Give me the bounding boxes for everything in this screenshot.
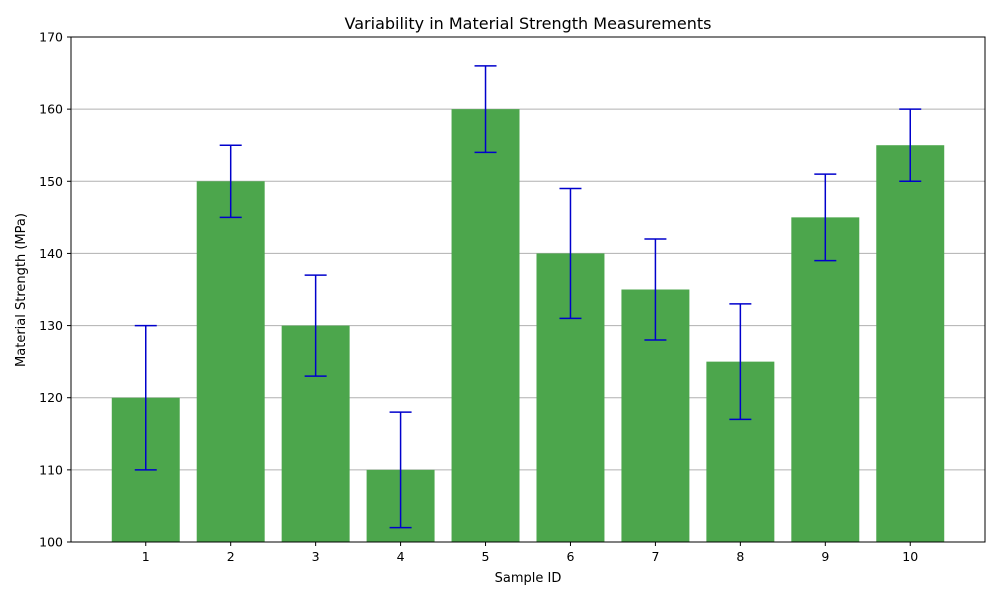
bar-sample-2	[196, 181, 265, 543]
y-axis-title: Material Strength (MPa)	[14, 213, 29, 367]
x-tick-label: 1	[142, 549, 150, 564]
error-bar-sample-10	[899, 108, 922, 183]
y-axis-ticks: 100 110 120 130 140 150 160 170	[39, 30, 71, 550]
y-tick-label: 150	[39, 174, 63, 189]
x-tick-label: 10	[902, 549, 918, 564]
y-tick-label: 160	[39, 102, 63, 117]
y-tick-label: 130	[39, 318, 63, 333]
x-tick-label: 2	[227, 549, 235, 564]
x-tick-label: 9	[821, 549, 829, 564]
error-bar-sample-2	[219, 144, 242, 219]
y-tick-label: 170	[39, 30, 63, 45]
error-bar-sample-6	[559, 187, 582, 320]
y-tick-label: 140	[39, 246, 63, 261]
plot-frame	[70, 36, 986, 543]
x-tick-label: 6	[566, 549, 574, 564]
error-bar-sample-3	[304, 274, 327, 377]
error-bar-sample-4	[389, 411, 412, 529]
x-axis-ticks: 1 2 3 4 5 6 7 8 9 10	[142, 542, 918, 564]
y-tick-label: 120	[39, 390, 63, 405]
bar-sample-10	[876, 145, 945, 542]
bar-sample-9	[791, 217, 860, 542]
error-bar-sample-1	[134, 324, 157, 471]
bars	[111, 109, 945, 543]
error-bar-sample-7	[644, 238, 667, 341]
x-tick-label: 3	[312, 549, 320, 564]
x-tick-label: 5	[482, 549, 490, 564]
chart-title: Variability in Material Strength Measure…	[345, 14, 712, 33]
error-bars	[134, 65, 922, 529]
error-bar-sample-9	[814, 173, 837, 262]
error-bar-sample-5	[474, 65, 497, 154]
x-axis-title: Sample ID	[495, 571, 562, 586]
x-tick-label: 4	[397, 549, 405, 564]
y-tick-label: 110	[39, 462, 63, 477]
error-bar-sample-8	[729, 303, 752, 421]
bar-sample-5	[451, 109, 520, 543]
y-tick-label: 100	[39, 535, 63, 550]
x-tick-label: 7	[651, 549, 659, 564]
x-tick-label: 8	[736, 549, 744, 564]
